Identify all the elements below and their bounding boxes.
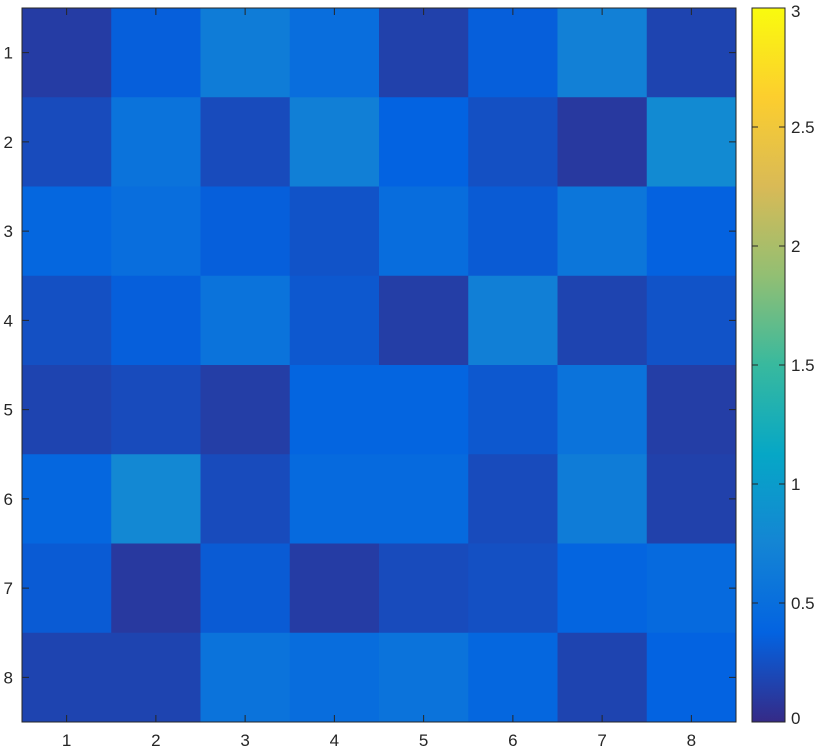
y-tick-label: 4 (4, 311, 13, 330)
colorbar-tick-label: 1.5 (791, 356, 815, 375)
x-tick-label: 6 (508, 731, 517, 750)
y-tick-label: 7 (4, 579, 13, 598)
x-tick-label: 8 (687, 731, 696, 750)
heatmap-cell (111, 543, 201, 634)
heatmap-cell (468, 454, 558, 544)
heatmap-cell (200, 97, 291, 187)
axis-ticks (22, 8, 736, 722)
x-tick-label: 3 (240, 731, 249, 750)
heatmap-cell (22, 365, 112, 455)
x-tick-label: 4 (330, 731, 339, 750)
plot-frame (21, 7, 737, 723)
y-tick-label: 5 (4, 401, 13, 420)
y-tick-label: 2 (4, 133, 13, 152)
colorbar-tick-label: 2 (791, 237, 800, 256)
heatmap-cell (289, 275, 380, 366)
heatmap-cell (289, 8, 380, 98)
heatmap-cell (289, 365, 380, 455)
heatmap-cell (379, 365, 469, 455)
heatmap-cell (646, 365, 737, 455)
heatmap-cell (646, 543, 737, 634)
heatmap-cell (22, 632, 112, 723)
heatmap-cell (557, 186, 648, 277)
heatmap-cell (379, 97, 469, 187)
x-tick-label: 1 (62, 731, 71, 750)
colorbar-ticks (752, 7, 785, 723)
heatmap-cell (468, 632, 558, 723)
heatmap-cell (200, 8, 291, 98)
heatmap-cell (468, 97, 558, 187)
heatmap-cell (468, 543, 558, 634)
heatmap-cell (557, 543, 648, 634)
heatmap-cell (22, 275, 112, 366)
heatmap-cell (557, 454, 648, 544)
heatmap-cell (646, 186, 737, 277)
colorbar-tick-labels: 0 0.5 1 1.5 2 2.5 3 (791, 2, 815, 728)
heatmap-cell (22, 454, 112, 544)
colorbar-tick-label: 0.5 (791, 594, 815, 613)
heatmap-cell (111, 186, 201, 277)
x-tick-label: 5 (419, 731, 428, 750)
heatmap-cell (557, 365, 648, 455)
heatmap-cell (22, 186, 112, 277)
y-tick-label: 8 (4, 668, 13, 687)
heatmap-cell (111, 365, 201, 455)
heatmap-cell (289, 543, 380, 634)
heatmap-cell (111, 97, 201, 187)
heatmap-cell (200, 275, 291, 366)
x-tick-label: 7 (597, 731, 606, 750)
heatmap-cell (289, 186, 380, 277)
heatmap-cell (646, 632, 737, 723)
heatmap-cell (379, 186, 469, 277)
heatmap-cell (646, 8, 737, 98)
heatmap-cell (468, 365, 558, 455)
y-tick-label: 6 (4, 490, 13, 509)
heatmap-cell (200, 632, 291, 723)
heatmap-cell (557, 8, 648, 98)
heatmap-cell (379, 454, 469, 544)
y-tick-labels: 1 2 3 4 5 6 7 8 (4, 44, 13, 688)
heatmap-cell (289, 454, 380, 544)
colorbar-tick-label: 2.5 (791, 118, 815, 137)
x-tick-labels: 1 2 3 4 5 6 7 8 (62, 731, 696, 750)
heatmap-cells (22, 8, 737, 723)
heatmap-cell (200, 186, 291, 277)
heatmap-cell (111, 454, 201, 544)
heatmap-cell (557, 97, 648, 187)
heatmap-cell (111, 275, 201, 366)
heatmap-cell (289, 632, 380, 723)
heatmap-cell (289, 97, 380, 187)
heatmap-cell (22, 97, 112, 187)
y-tick-label: 1 (4, 44, 13, 63)
heatmap-cell (468, 186, 558, 277)
colorbar-tick-label: 1 (791, 475, 800, 494)
heatmap-cell (379, 275, 469, 366)
heatmap-cell (557, 632, 648, 723)
heatmap-cell (22, 543, 112, 634)
x-tick-label: 2 (151, 731, 160, 750)
heatmap-cell (111, 8, 201, 98)
heatmap-cell (200, 365, 291, 455)
heatmap-cell (379, 632, 469, 723)
heatmap-cell (379, 543, 469, 634)
heatmap-cell (646, 97, 737, 187)
colorbar-tick-label: 0 (791, 709, 800, 728)
heatmap-cell (468, 275, 558, 366)
heatmap-cell (111, 632, 201, 723)
heatmap-cell (646, 275, 737, 366)
colorbar-tick-label: 3 (791, 2, 800, 21)
y-tick-label: 3 (4, 222, 13, 241)
heatmap-cell (557, 275, 648, 366)
heatmap-cell (22, 8, 112, 98)
heatmap-cell (646, 454, 737, 544)
heatmap-cell (379, 8, 469, 98)
heatmap-cell (200, 543, 291, 634)
heatmap-cell (200, 454, 291, 544)
heatmap-cell (468, 8, 558, 98)
